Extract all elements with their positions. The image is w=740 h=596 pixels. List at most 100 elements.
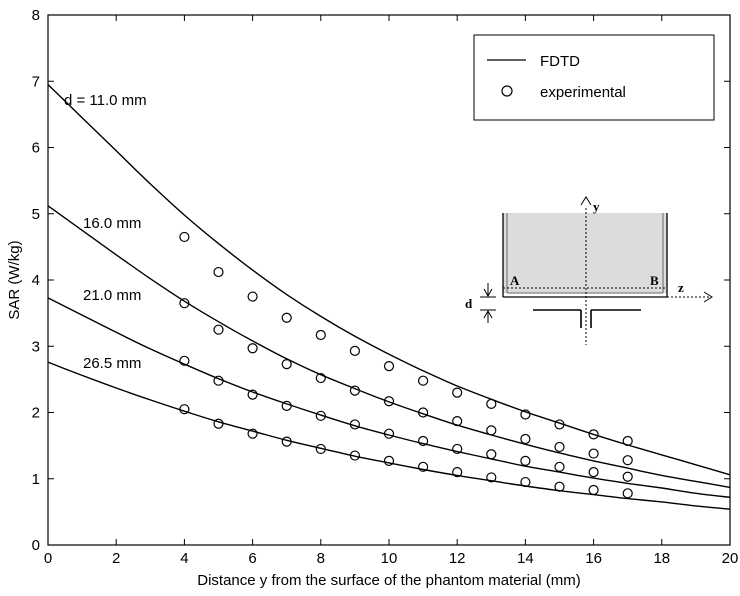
fdtd-curve-1	[47, 205, 731, 489]
y-tick-label: 5	[32, 206, 40, 223]
fdtd-curve-0	[47, 84, 731, 476]
experimental-point	[486, 472, 497, 483]
experimental-point	[247, 428, 258, 439]
experimental-point	[349, 450, 360, 461]
experimental-point	[622, 488, 633, 499]
experimental-point	[315, 410, 326, 421]
inset-z-arrow	[703, 291, 713, 303]
experimental-point	[554, 481, 565, 492]
legend-experimental-marker	[501, 85, 513, 97]
experimental-point	[179, 404, 190, 415]
experimental-point	[315, 329, 326, 341]
legend-experimental-label: experimental	[540, 84, 626, 101]
inset-y-arrow	[580, 196, 592, 206]
x-tick-label: 20	[722, 550, 739, 567]
experimental-point	[452, 467, 463, 478]
experimental-point	[349, 345, 360, 356]
y-tick-label: 4	[32, 272, 40, 289]
inset-distance-d: d	[465, 296, 473, 311]
experimental-point	[247, 389, 258, 400]
experimental-point	[622, 455, 633, 466]
y-tick-label: 2	[32, 405, 40, 422]
experimental-point	[588, 467, 599, 478]
experimental-point	[247, 291, 258, 302]
inset-point-b: B	[650, 273, 659, 288]
d-arrow-down	[483, 288, 493, 298]
experimental-point	[588, 429, 599, 440]
experimental-point	[315, 372, 326, 384]
experimental-point	[622, 435, 633, 447]
inset-z-label: z	[678, 280, 684, 295]
experimental-point	[418, 461, 429, 472]
curve-label-d11: d = 11.0 mm	[64, 92, 147, 109]
experimental-point	[179, 298, 190, 309]
experimental-point	[213, 324, 224, 335]
curve-label-d26-5: 26.5 mm	[83, 355, 141, 372]
x-axis-label: Distance y from the surface of the phant…	[197, 572, 580, 589]
experimental-point	[281, 359, 292, 370]
y-axis-label: SAR (W/kg)	[6, 240, 23, 319]
legend-box	[473, 34, 715, 121]
y-tick-label: 7	[32, 73, 40, 90]
fdtd-curves	[47, 84, 731, 510]
inset-y-label: y	[593, 199, 600, 214]
x-tick-label: 10	[381, 550, 398, 567]
experimental-point	[486, 398, 497, 409]
legend: FDTD experimental	[473, 34, 715, 121]
experimental-point	[588, 448, 599, 459]
experimental-point	[520, 476, 531, 488]
phantom-material	[503, 213, 667, 293]
experimental-point	[213, 418, 224, 429]
x-tick-label: 0	[44, 550, 52, 567]
x-tick-label: 18	[653, 550, 670, 567]
x-tick-label: 4	[180, 550, 188, 567]
experimental-point	[418, 407, 429, 418]
legend-fdtd-label: FDTD	[540, 53, 580, 70]
experimental-point	[213, 375, 224, 386]
y-tick-label: 6	[32, 140, 40, 157]
experimental-point	[588, 484, 599, 496]
experimental-point	[622, 471, 633, 482]
x-tick-label: 8	[317, 550, 325, 567]
experimental-point	[383, 396, 395, 407]
experimental-point	[554, 461, 565, 472]
curve-label-d16: 16.0 mm	[83, 215, 141, 232]
experimental-point	[520, 433, 531, 445]
experimental-point	[349, 419, 360, 430]
experimental-point	[179, 355, 190, 366]
experimental-point	[520, 409, 531, 420]
curve-label-d21: 21.0 mm	[83, 287, 141, 304]
experimental-point	[452, 443, 463, 455]
y-tick-label: 3	[32, 338, 40, 355]
experimental-point	[486, 449, 497, 460]
fdtd-curve-2	[47, 297, 731, 498]
experimental-markers	[179, 231, 633, 499]
experimental-point	[213, 266, 224, 278]
experimental-point	[315, 443, 326, 455]
y-tick-label: 8	[32, 7, 40, 24]
experimental-point	[554, 419, 565, 430]
x-tick-label: 12	[449, 550, 466, 567]
experimental-point	[554, 441, 565, 453]
experimental-point	[281, 312, 292, 323]
experimental-point	[247, 343, 258, 354]
experimental-point	[452, 387, 463, 398]
inset-point-a: A	[510, 273, 520, 288]
experimental-point	[281, 436, 292, 447]
phantom-setup-inset: y z A B d	[465, 196, 713, 345]
experimental-point	[486, 425, 497, 436]
y-tick-label: 0	[32, 537, 40, 554]
x-tick-label: 6	[248, 550, 256, 567]
x-tick-label: 16	[585, 550, 602, 567]
experimental-point	[383, 361, 395, 372]
experimental-point	[349, 385, 360, 396]
experimental-point	[383, 428, 395, 439]
experimental-point	[281, 400, 292, 411]
y-tick-label: 1	[32, 471, 40, 488]
d-arrow-up	[483, 309, 493, 319]
experimental-point	[383, 455, 395, 466]
experimental-point	[452, 416, 463, 427]
experimental-point	[418, 375, 429, 386]
